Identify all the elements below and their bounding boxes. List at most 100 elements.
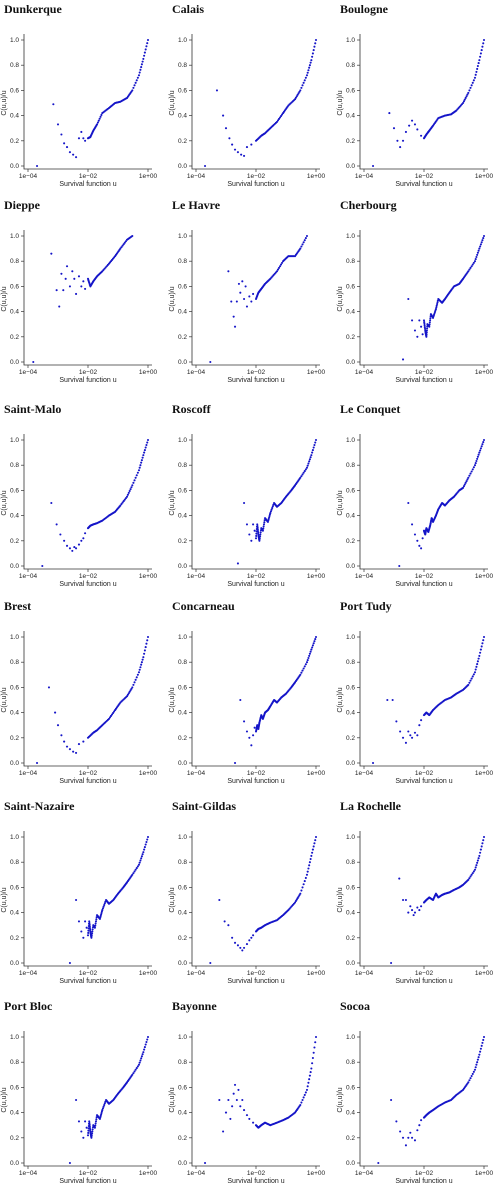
data-point	[140, 1055, 143, 1058]
y-tick-label: 1.0	[346, 437, 355, 444]
chart-svg: 0.0 0.2 0.4 0.6 0.8 1.0 1e−04 1e−02 1e+00 Surviva…	[337, 34, 494, 188]
data-point	[404, 898, 407, 902]
data-point	[467, 270, 470, 273]
data-point	[269, 510, 272, 513]
data-point	[469, 875, 472, 878]
data-point	[241, 949, 244, 952]
data-point	[113, 710, 116, 713]
data-point	[135, 676, 138, 679]
data-point	[482, 835, 486, 839]
x-axis-label: Survival function u	[227, 377, 284, 384]
data-point	[140, 857, 143, 860]
data-point	[139, 1059, 142, 1062]
data-point	[465, 95, 468, 98]
x-axis-label: Survival function u	[395, 581, 452, 588]
data-point	[209, 961, 212, 965]
data-point	[241, 1098, 244, 1102]
data-point	[308, 654, 311, 657]
data-point	[276, 119, 280, 122]
data-point	[308, 864, 311, 867]
y-tick-label: 1.0	[178, 1034, 187, 1041]
data-point	[413, 731, 417, 734]
data-point	[232, 1092, 235, 1095]
data-point	[103, 1102, 106, 1105]
data-point	[306, 659, 309, 662]
data-point	[464, 481, 467, 484]
data-point	[377, 1161, 380, 1165]
y-axis-label: C(u,u)/u	[337, 1087, 344, 1112]
y-tick-label: 1.0	[10, 1034, 19, 1041]
chart-svg: 0.0 0.2 0.4 0.6 0.8 1.0 1e−04 1e−02 1e+00 Surviva…	[337, 1031, 494, 1185]
chart-svg: 0.0 0.2 0.4 0.6 0.8 1.0 1e−04 1e−02 1e+00 Surviva…	[169, 631, 326, 785]
data-point	[425, 329, 428, 332]
x-tick-label: 1e−02	[415, 970, 434, 977]
data-point	[233, 941, 237, 944]
data-point	[434, 308, 437, 311]
data-point	[425, 333, 428, 336]
data-point	[119, 247, 122, 250]
axis-frame	[359, 230, 488, 366]
data-point	[482, 237, 485, 240]
x-tick-label: 1e−04	[187, 770, 206, 777]
data-point	[371, 164, 375, 168]
data-point	[82, 740, 85, 743]
x-tick-label: 1e−02	[415, 770, 434, 777]
data-point	[277, 117, 281, 121]
data-point	[143, 451, 146, 454]
data-point	[426, 327, 429, 330]
data-point	[228, 137, 231, 140]
data-point	[236, 944, 239, 947]
data-point	[258, 535, 262, 538]
data-point	[146, 1035, 150, 1039]
data-point	[479, 648, 482, 651]
data-point	[468, 474, 471, 477]
data-point	[409, 734, 412, 737]
chart-panel: Roscoff 0.0 0.2 0.4 0.6 0.8 1.0 1e−04 1e−02 1e+00…	[168, 400, 330, 596]
data-point	[50, 501, 53, 505]
data-point	[250, 936, 253, 939]
data-point	[311, 851, 314, 854]
data-point	[472, 261, 475, 264]
data-point	[481, 45, 484, 48]
data-point	[88, 1127, 92, 1130]
chart-panel: Socoa 0.0 0.2 0.4 0.6 0.8 1.0 1e−04 1e−02 1e+00 Su…	[336, 997, 498, 1193]
data-point	[299, 89, 302, 92]
data-point	[269, 512, 272, 515]
data-point	[313, 1046, 316, 1049]
data-point	[90, 1136, 93, 1139]
data-point	[123, 498, 126, 501]
data-point	[140, 855, 143, 858]
data-point	[413, 329, 417, 332]
data-point	[143, 1046, 146, 1049]
data-point	[401, 898, 405, 902]
y-tick-label: 0.4	[346, 710, 355, 717]
data-point	[470, 470, 473, 473]
data-point	[132, 872, 135, 875]
x-tick-label: 1e−02	[415, 573, 434, 580]
data-point	[75, 898, 78, 902]
data-point	[478, 59, 481, 62]
y-tick-label: 0.0	[346, 359, 355, 366]
x-tick-label: 1e+00	[139, 1170, 158, 1177]
x-tick-label: 1e−04	[19, 1170, 38, 1177]
data-point	[245, 730, 249, 733]
y-tick-label: 0.2	[346, 935, 355, 942]
chart-panel: Concarneau 0.0 0.2 0.4 0.6 0.8 1.0 1e−04 1e−02 1e…	[168, 597, 330, 793]
y-axis-label: C(u,u)/u	[337, 286, 344, 311]
x-tick-label: 1e+00	[139, 970, 158, 977]
data-point	[307, 867, 310, 870]
y-axis-label: C(u,u)/u	[1, 887, 8, 912]
data-point	[239, 946, 242, 949]
data-point	[133, 479, 136, 482]
data-point	[250, 300, 253, 303]
data-point	[472, 1070, 475, 1073]
data-point	[41, 564, 44, 568]
y-tick-label: 0.6	[10, 487, 19, 494]
data-point	[129, 488, 132, 491]
data-point	[100, 113, 103, 117]
data-point	[47, 686, 51, 689]
data-point	[136, 1065, 139, 1068]
data-point	[423, 327, 427, 330]
data-point	[240, 153, 243, 156]
y-tick-label: 0.8	[346, 258, 355, 265]
